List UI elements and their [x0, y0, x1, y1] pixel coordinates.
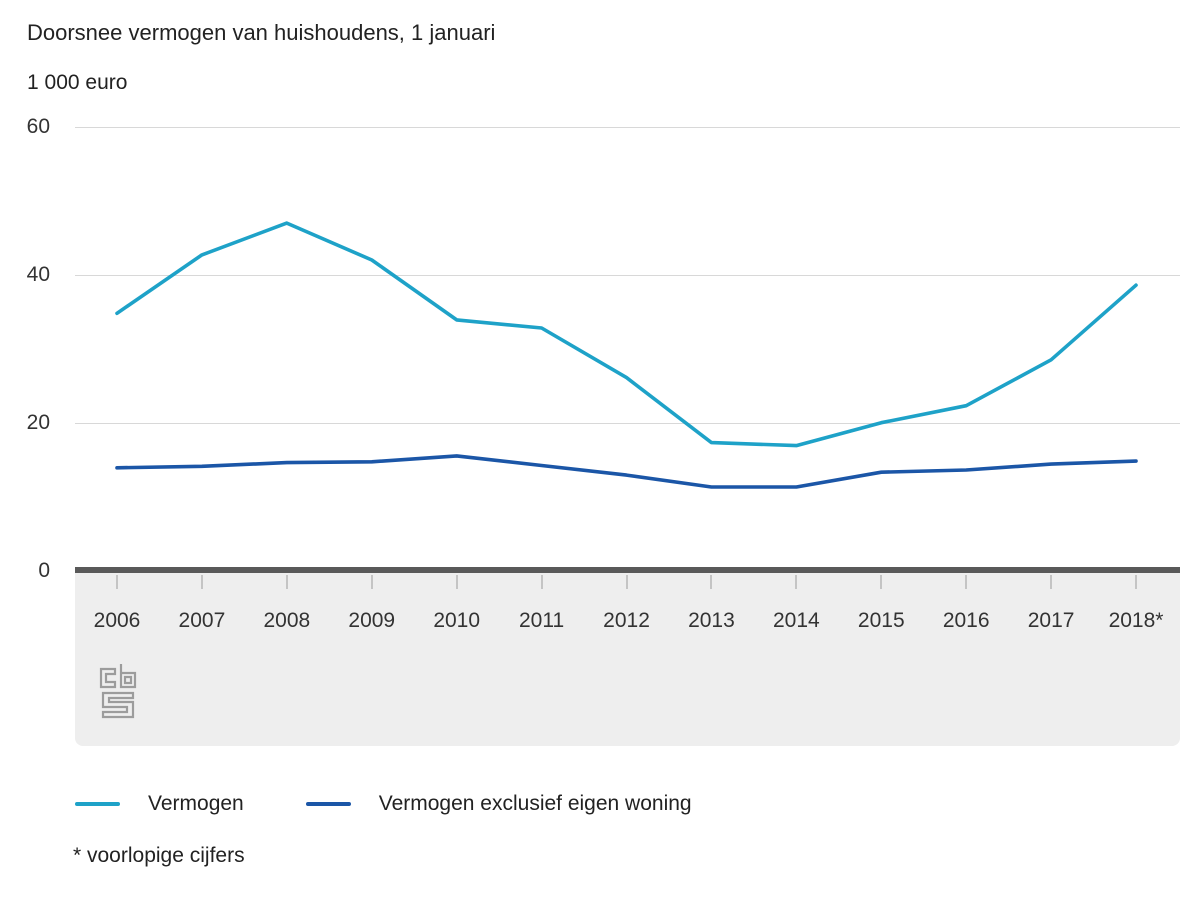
x-tick-label-2009: 2009	[348, 609, 396, 632]
x-tick	[370, 575, 373, 589]
x-tick-label-2007: 2007	[178, 609, 226, 632]
x-axis-band	[75, 573, 1180, 746]
legend-label: Vermogen	[148, 792, 244, 815]
y-tick-label-20: 20	[26, 410, 50, 434]
series-line-vermogen	[115, 221, 1138, 448]
x-tick-label-2008: 2008	[263, 609, 311, 632]
x-tick	[116, 575, 118, 589]
legend-item: Vermogen	[75, 792, 244, 816]
x-tick	[710, 575, 713, 589]
legend-item: Vermogen exclusief eigen woning	[305, 792, 692, 816]
chart-legend: Vermogen Vermogen exclusief eigen woning	[75, 792, 692, 816]
x-tick	[795, 575, 798, 589]
x-tick-label-2013: 2013	[688, 609, 735, 632]
chart-title: Doorsnee vermogen van huishoudens, 1 jan…	[27, 20, 496, 45]
x-tick	[455, 575, 458, 589]
x-tick-label-2012: 2012	[603, 609, 650, 632]
x-tick	[285, 575, 288, 589]
footnote: * voorlopige cijfers	[73, 844, 245, 867]
x-tick-label-2016: 2016	[942, 609, 990, 632]
gridline-20	[75, 422, 1180, 424]
x-tick	[200, 575, 203, 589]
x-tick-label-2014: 2014	[773, 609, 820, 632]
x-tick-label-2018: 2018*	[1108, 609, 1164, 632]
x-tick	[1135, 575, 1138, 589]
x-tick	[880, 575, 883, 589]
x-tick-label-2011: 2011	[519, 609, 565, 632]
x-tick	[540, 575, 543, 589]
cbs-logo-icon	[99, 664, 137, 719]
series-line-vermogen-exclusief-eigen-woning	[115, 454, 1138, 489]
x-tick	[965, 575, 968, 589]
gridline-60	[75, 126, 1180, 128]
legend-swatch-icon	[305, 802, 351, 806]
zero-axis-line	[75, 567, 1180, 573]
x-tick-label-2010: 2010	[433, 609, 481, 632]
legend-label: Vermogen exclusief eigen woning	[378, 792, 692, 815]
y-tick-label-40: 40	[26, 262, 50, 286]
x-tick	[1050, 575, 1053, 589]
y-tick-label-60: 60	[26, 114, 50, 138]
x-tick-label-2006: 2006	[93, 609, 141, 632]
legend-swatch-icon	[75, 802, 120, 806]
y-tick-label-0: 0	[38, 558, 50, 582]
x-tick	[625, 575, 628, 589]
gridline-40	[75, 274, 1180, 276]
y-axis-unit-label: 1 000 euro	[27, 71, 128, 94]
x-tick-label-2015: 2015	[857, 609, 905, 632]
x-tick-label-2017: 2017	[1027, 609, 1075, 632]
